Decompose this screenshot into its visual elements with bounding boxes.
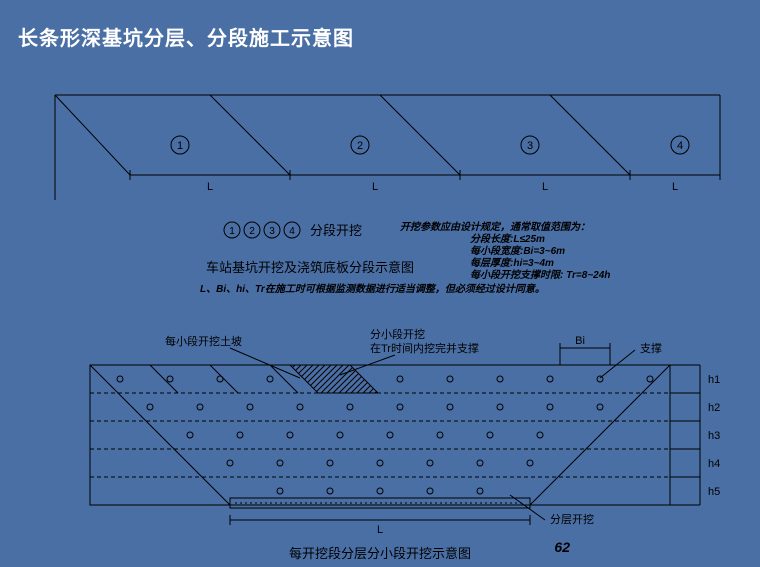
layer-h1: h1	[708, 374, 720, 386]
params-note: L、Bi、hi、Tr在施工时可根据监测数据进行适当调整，但必须经过设计同意。	[200, 283, 545, 295]
L-label-2: L	[372, 181, 378, 193]
segment-circle-3: 3	[521, 136, 539, 154]
layer-excavation-label: 分层开挖	[550, 512, 594, 526]
svg-text:1: 1	[229, 226, 235, 237]
svg-text:2: 2	[249, 226, 255, 237]
param-3: 每小段开挖支撑时限: Tr=8~24h	[470, 269, 610, 281]
svg-text:1: 1	[177, 140, 183, 152]
param-1: 每小段宽度:Bi=3~6m	[470, 245, 565, 257]
segment-circle-1: 1	[171, 136, 189, 154]
L-label-4: L	[672, 181, 678, 193]
segment-circle-2: 2	[351, 136, 369, 154]
svg-text:3: 3	[269, 226, 275, 237]
legend-circles: 1 2 3 4	[224, 222, 300, 238]
diagram-svg: 1 2 3 4 L L L L 1 2 3 4 分段开挖 车站基坑开挖及浇筑底板…	[0, 0, 760, 567]
page-number: 62	[554, 539, 570, 555]
L-label-1: L	[207, 181, 213, 193]
segment-circle-4: 4	[671, 136, 689, 154]
param-2: 每层厚度:hi=3~4m	[470, 257, 554, 269]
layer-h2: h2	[708, 402, 720, 414]
layer-h3: h3	[708, 430, 720, 442]
bottom-caption: 每开挖段分层分小段开挖示意图	[289, 546, 471, 561]
bottom-L: L	[377, 524, 383, 536]
strut-dots	[117, 376, 653, 494]
svg-text:2: 2	[357, 140, 363, 152]
svg-text:4: 4	[289, 226, 295, 237]
legend-text: 分段开挖	[310, 223, 362, 238]
bi-label: Bi	[575, 335, 585, 347]
slope-label: 每小段开挖土坡	[165, 334, 242, 348]
strut-label: 支撑	[640, 341, 662, 355]
subseg-label-2: 在Tr时间内挖完并支撑	[370, 341, 479, 355]
svg-text:3: 3	[527, 140, 533, 152]
param-0: 分段长度:L≤25m	[470, 233, 545, 245]
L-label-3: L	[542, 181, 548, 193]
subseg-label-1: 分小段开挖	[370, 327, 425, 341]
layer-h4: h4	[708, 458, 720, 470]
layer-h5: h5	[708, 486, 720, 498]
params-label: 开挖参数应由设计规定，通常取值范围为：	[400, 221, 590, 233]
top-caption: 车站基坑开挖及浇筑底板分段示意图	[206, 260, 414, 275]
svg-text:4: 4	[677, 140, 683, 152]
